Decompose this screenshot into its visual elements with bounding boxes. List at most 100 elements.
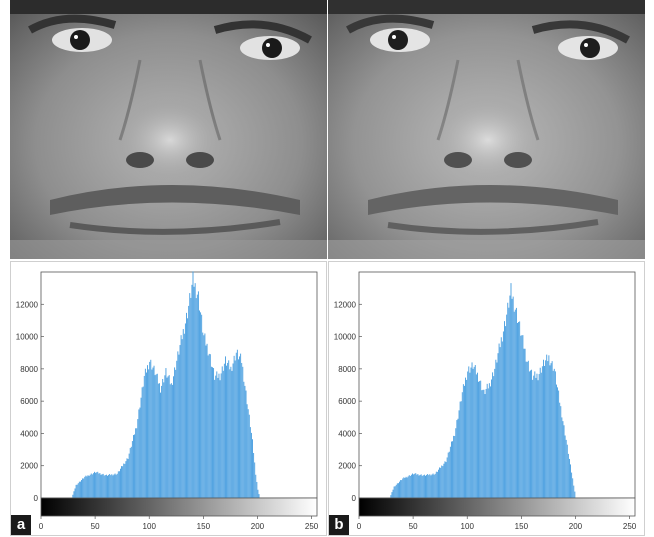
histogram-bar [112, 475, 114, 498]
histogram-bar [79, 481, 81, 498]
histogram-bar [471, 362, 473, 498]
histogram-bar [401, 480, 403, 498]
histogram-bar [400, 480, 402, 498]
histogram-bar [83, 478, 85, 498]
histogram-bar [406, 477, 408, 498]
histogram-bar [221, 366, 223, 498]
histogram-bar [432, 473, 434, 498]
x-tick-label: 200 [251, 522, 265, 531]
histogram-bar [147, 365, 149, 498]
x-tick-label: 100 [143, 522, 157, 531]
histogram-bar [187, 318, 189, 498]
histogram-bar [72, 494, 74, 498]
histogram-bar [560, 406, 562, 498]
panel-label-a: a [11, 515, 31, 535]
histogram-bar [564, 435, 566, 498]
histogram-bar [169, 384, 171, 498]
histogram-bar [136, 428, 138, 498]
histogram-bar [558, 390, 560, 498]
histogram-bar [497, 353, 499, 498]
histogram-bar [257, 489, 259, 498]
histogram-bar [469, 372, 471, 498]
histogram-bar [433, 474, 435, 498]
histogram-bar [85, 475, 87, 498]
histogram-bar [496, 362, 498, 498]
histogram-bar [494, 368, 496, 498]
histogram-bar [526, 361, 528, 498]
histogram-bar [235, 352, 237, 498]
histogram-bar [561, 417, 563, 498]
histogram-bar [510, 283, 512, 498]
panel-label-b: b [329, 515, 349, 535]
histogram-bar [574, 491, 576, 498]
histogram-bar [182, 329, 184, 498]
histogram-bar [390, 495, 392, 498]
histogram-bar [475, 374, 477, 498]
histogram-bar [499, 347, 501, 498]
histogram-bar [183, 333, 185, 498]
histogram-bar [563, 425, 565, 498]
histogram-bar [463, 385, 465, 498]
histogram-bar [75, 484, 77, 498]
histogram-bar [410, 474, 412, 498]
histogram-bar [513, 311, 515, 498]
histogram-bar [553, 368, 555, 498]
histogram-bar [220, 373, 222, 498]
histogram-bar [481, 390, 483, 498]
histogram-bar [419, 474, 421, 498]
histogram-bar [430, 475, 432, 498]
histogram-bar [129, 448, 131, 498]
histogram-bar [551, 361, 553, 498]
histogram-bar [167, 376, 169, 498]
grayscale-colorbar [358, 497, 636, 517]
histogram-bar [152, 367, 154, 498]
histogram-bar [229, 369, 231, 498]
histogram-bar [226, 365, 228, 498]
histogram-bar [448, 451, 450, 498]
histogram-bar [126, 458, 128, 498]
histogram-bar [111, 474, 113, 498]
y-tick-label: 8000 [338, 365, 356, 374]
histogram-bar [572, 478, 574, 498]
histogram-bar [546, 354, 548, 498]
histogram-bar [571, 472, 573, 498]
histogram-bar [405, 476, 407, 498]
histogram-bar [413, 474, 415, 498]
histogram-bar [149, 361, 151, 498]
histogram-bar [140, 397, 142, 498]
histogram-bar [180, 335, 182, 498]
histogram-bar [228, 360, 230, 498]
histogram-bar [514, 309, 516, 498]
histogram-bar [480, 380, 482, 498]
histogram-bar [543, 359, 544, 498]
histogram-bar [151, 369, 153, 498]
histogram-bar [243, 381, 245, 498]
histogram-bar [143, 375, 145, 498]
histogram-bar [447, 452, 449, 498]
histogram-bar [174, 367, 176, 498]
histogram-bar [157, 383, 159, 498]
histogram-bar [163, 382, 165, 498]
histogram-bar [409, 475, 411, 498]
histogram-bar [252, 439, 253, 498]
histogram-bar [425, 475, 426, 498]
histogram-bar [101, 474, 103, 498]
histogram-bar [570, 464, 571, 498]
histogram-bar [518, 322, 520, 498]
histogram-bar [123, 463, 125, 498]
histogram-bar [232, 363, 234, 498]
histogram-bar [173, 376, 174, 498]
histogram-bar [110, 475, 112, 498]
histogram-bar [399, 481, 400, 498]
histogram-bar [78, 481, 80, 498]
y-tick-label: 12000 [16, 300, 39, 309]
histogram-bar [422, 475, 424, 498]
histogram-bar [395, 484, 397, 498]
histogram-bar [391, 492, 393, 498]
histogram-bar [240, 353, 242, 498]
histogram-bar [533, 375, 535, 498]
histogram-bar [177, 351, 179, 498]
face-photo-original [10, 0, 327, 259]
histogram-bar [492, 372, 494, 498]
histogram-bar [131, 441, 133, 498]
